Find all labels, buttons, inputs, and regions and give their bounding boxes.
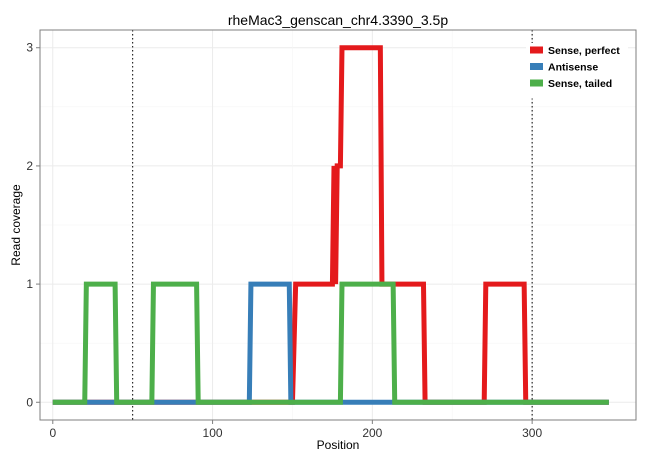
y-tick-label: 0 <box>26 395 33 409</box>
chart-title: rheMac3_genscan_chr4.3390_3.5p <box>228 12 448 28</box>
y-tick-label: 2 <box>26 159 33 173</box>
legend-swatch <box>530 79 543 87</box>
legend-label: Sense, tailed <box>548 78 612 90</box>
y-tick-label: 1 <box>26 277 33 291</box>
legend-label: Sense, perfect <box>548 45 620 57</box>
legend: Sense, perfect Antisense Sense, tailed <box>526 43 628 99</box>
legend-label: Antisense <box>548 61 598 73</box>
x-tick-label: 0 <box>49 426 56 440</box>
series-line-sense-perfect <box>52 45 609 405</box>
series-layer <box>52 45 609 405</box>
x-tick-label: 100 <box>203 426 223 440</box>
panel-border <box>39 29 637 421</box>
legend-swatch <box>530 46 543 54</box>
x-tick-label: 300 <box>522 426 542 440</box>
x-tick-label: 200 <box>362 426 382 440</box>
legend-swatch <box>530 63 543 70</box>
series-line-sense-tailed <box>52 281 609 405</box>
y-tick-label: 3 <box>26 41 33 55</box>
x-axis-title: Position <box>317 438 360 452</box>
y-axis-title: Read coverage <box>9 184 23 266</box>
axis-ticks: 0 100 200 300 0 1 2 3 <box>26 41 542 440</box>
